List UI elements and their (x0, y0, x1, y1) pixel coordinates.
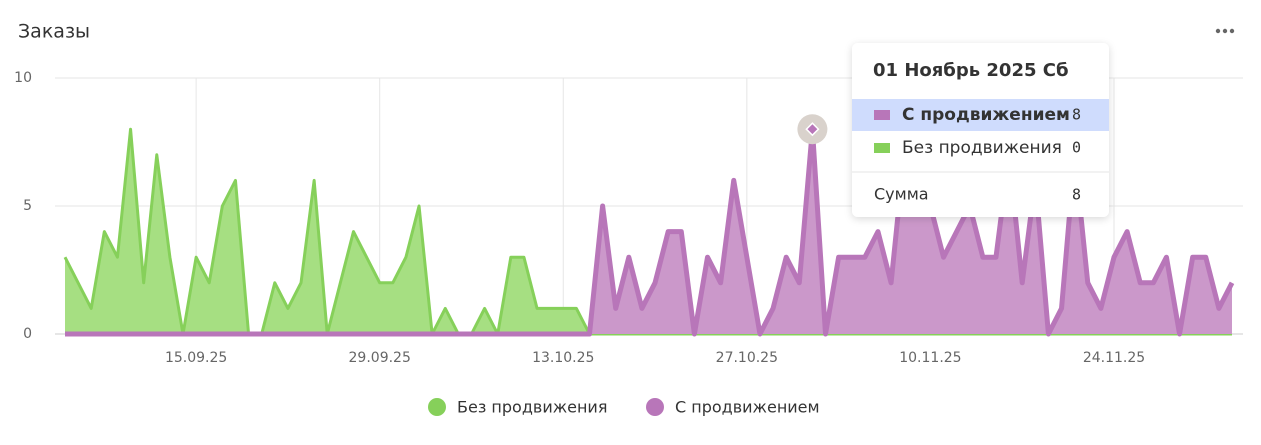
tooltip-sum-label: Сумма (874, 185, 929, 204)
legend: Без продвижения С продвижением (428, 398, 820, 417)
area (65, 129, 1232, 334)
tooltip-title: 01 Ноябрь 2025 Сб (873, 60, 1069, 81)
tooltip-value: 8 (1072, 106, 1081, 124)
x-tick-label: 27.10.25 (716, 350, 778, 366)
x-tick-label: 29.09.25 (349, 350, 411, 366)
tooltip-swatch (874, 143, 890, 153)
tooltip-name: Без продвижения (902, 138, 1062, 158)
legend-label: Без продвижения (457, 398, 607, 417)
x-tick-label: 13.10.25 (532, 350, 594, 366)
x-tick-label: 24.11.25 (1083, 350, 1145, 366)
tooltip-highlight (852, 99, 1109, 131)
x-tick-label: 15.09.25 (165, 350, 227, 366)
hover-point (805, 122, 820, 137)
tooltip-value: 0 (1072, 139, 1081, 157)
legend-swatch (646, 398, 664, 416)
tooltip-name: С продвижением (902, 105, 1070, 125)
legend-swatch (428, 398, 446, 416)
tooltip-swatch (874, 110, 890, 120)
area (65, 129, 1232, 334)
menu-button[interactable] (1215, 28, 1235, 34)
y-tick-label: 5 (23, 198, 32, 214)
chart-title: Заказы (18, 21, 90, 43)
y-tick-label: 10 (14, 70, 32, 86)
x-tick-label: 10.11.25 (899, 350, 961, 366)
tooltip-sum: 8 (1072, 186, 1081, 204)
y-tick-label: 0 (23, 326, 32, 342)
legend-label: С продвижением (675, 398, 820, 417)
plot: 0 5 10 15.09.25 29.09.25 13.10.25 27.10.25 10.1… (14, 70, 1243, 366)
